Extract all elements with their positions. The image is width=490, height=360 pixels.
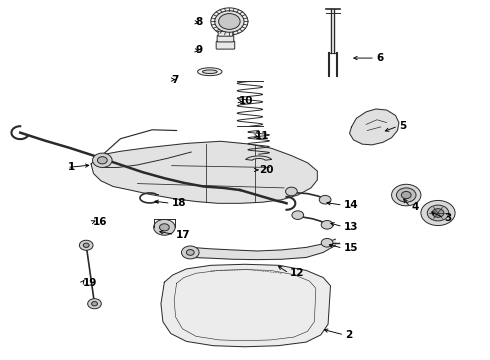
- Polygon shape: [349, 109, 399, 145]
- Circle shape: [98, 157, 107, 164]
- Text: 4: 4: [411, 202, 418, 212]
- Polygon shape: [91, 141, 318, 203]
- Text: 19: 19: [83, 278, 97, 288]
- Text: 3: 3: [444, 213, 452, 222]
- Text: 17: 17: [175, 230, 190, 239]
- Text: 18: 18: [172, 198, 186, 208]
- Circle shape: [432, 209, 444, 217]
- Text: 11: 11: [255, 131, 270, 141]
- Ellipse shape: [197, 68, 222, 76]
- Circle shape: [211, 8, 248, 35]
- Text: 20: 20: [259, 165, 273, 175]
- Circle shape: [321, 238, 333, 247]
- Text: 5: 5: [399, 121, 406, 131]
- Text: 2: 2: [345, 330, 352, 340]
- Text: 15: 15: [343, 243, 358, 253]
- Text: 13: 13: [343, 222, 358, 231]
- Circle shape: [219, 14, 240, 30]
- Text: 12: 12: [290, 268, 304, 278]
- Text: 7: 7: [172, 75, 179, 85]
- Circle shape: [92, 302, 98, 306]
- Circle shape: [159, 224, 169, 231]
- Text: 16: 16: [93, 217, 107, 227]
- Circle shape: [401, 192, 411, 199]
- FancyBboxPatch shape: [217, 36, 234, 42]
- Circle shape: [396, 188, 416, 202]
- Circle shape: [181, 246, 199, 259]
- Circle shape: [154, 220, 175, 235]
- Text: 10: 10: [239, 96, 254, 106]
- Circle shape: [292, 211, 304, 220]
- Circle shape: [83, 243, 89, 247]
- Circle shape: [186, 249, 194, 255]
- Circle shape: [321, 221, 333, 229]
- Ellipse shape: [202, 70, 217, 73]
- Circle shape: [427, 205, 449, 221]
- Circle shape: [421, 201, 455, 226]
- Polygon shape: [191, 239, 335, 260]
- FancyBboxPatch shape: [216, 41, 235, 49]
- Circle shape: [93, 153, 112, 167]
- Polygon shape: [161, 264, 331, 347]
- Circle shape: [79, 240, 93, 250]
- Text: 1: 1: [68, 162, 75, 172]
- Circle shape: [215, 11, 244, 32]
- FancyBboxPatch shape: [218, 31, 233, 36]
- Text: 6: 6: [376, 53, 383, 63]
- Circle shape: [319, 195, 331, 204]
- Text: 8: 8: [195, 17, 202, 27]
- Text: 9: 9: [195, 45, 202, 55]
- Circle shape: [392, 184, 421, 206]
- Text: 14: 14: [343, 200, 358, 210]
- Circle shape: [286, 187, 297, 196]
- Polygon shape: [245, 156, 271, 160]
- Circle shape: [88, 299, 101, 309]
